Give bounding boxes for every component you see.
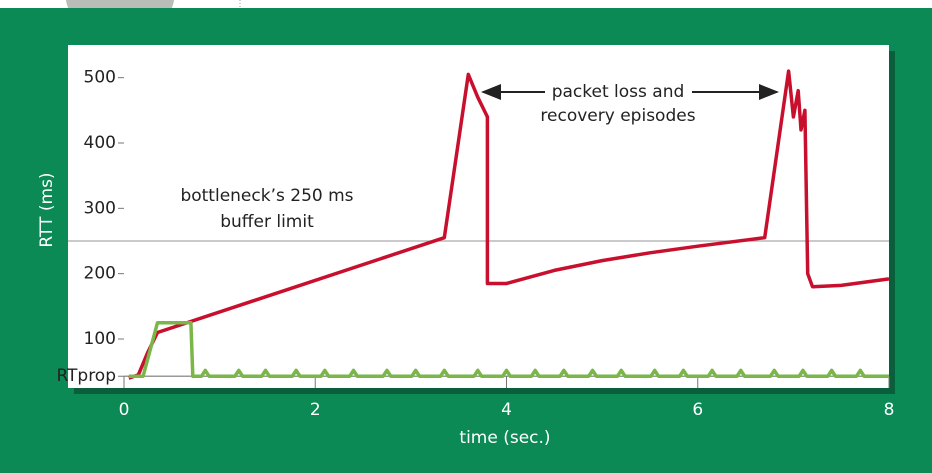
x-tick-label: 4 — [501, 400, 512, 420]
y-tick-label: 300 — [84, 198, 116, 218]
plot — [68, 69, 890, 388]
reference-label: bottleneck’s 250 ms — [180, 186, 353, 206]
y-tick-label: 400 — [84, 133, 116, 153]
y-tick-label: RTprop — [56, 366, 116, 386]
decoration — [65, 0, 175, 8]
y-tick-label: 500 — [84, 68, 116, 88]
annotation: packet loss and — [552, 82, 685, 102]
x-tick-label: 8 — [884, 400, 895, 420]
x-tick-label: 0 — [119, 400, 130, 420]
reference-label: buffer limit — [220, 212, 314, 232]
series-line — [128, 69, 890, 380]
x-axis-label: time (sec.) — [459, 428, 550, 448]
y-tick-label: 100 — [84, 329, 116, 349]
annotation: recovery episodes — [540, 106, 695, 126]
x-tick-label: 6 — [692, 400, 703, 420]
y-tick-label: 200 — [84, 264, 116, 284]
series-line — [128, 320, 889, 378]
x-tick-label: 2 — [310, 400, 321, 420]
y-axis-label: RTT (ms) — [37, 172, 57, 247]
